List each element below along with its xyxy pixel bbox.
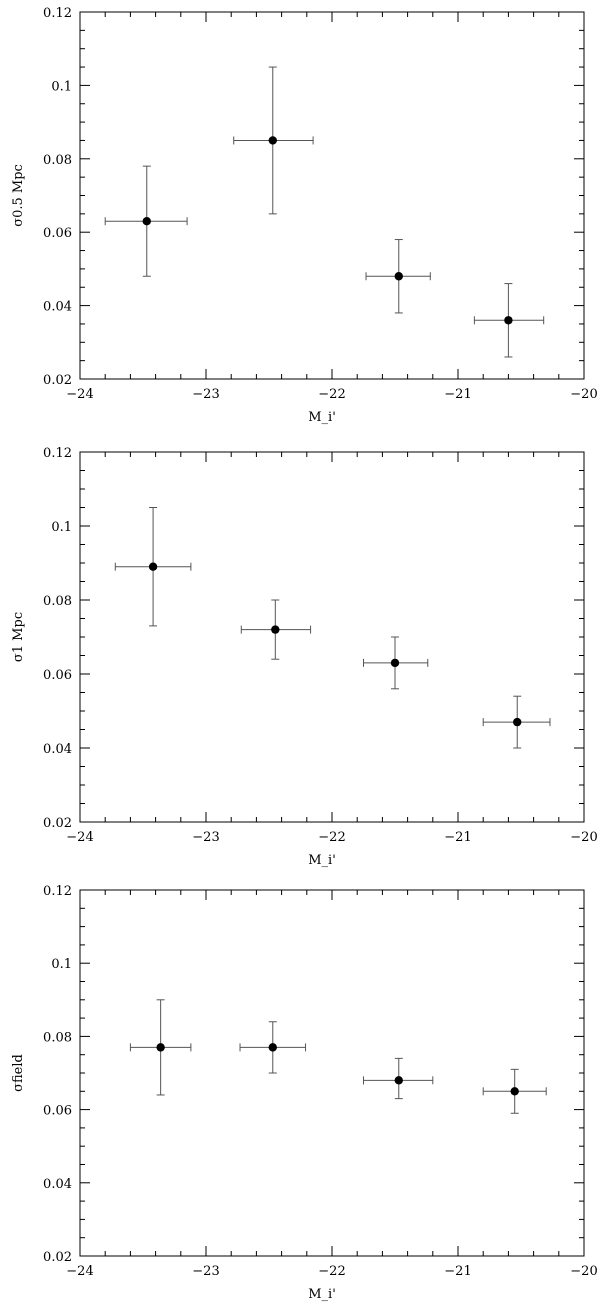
x-tick-label: −23 [192, 830, 219, 845]
data-point [268, 1043, 277, 1052]
data-point [268, 136, 277, 145]
x-tick-label: −23 [192, 387, 219, 402]
data-point-group [363, 1057, 434, 1100]
x-tick-label: −22 [318, 1264, 345, 1279]
y-tick-label: 0.02 [43, 373, 72, 388]
y-tick-label: 0.06 [43, 668, 72, 683]
y-tick-label: 0.1 [51, 79, 72, 94]
x-tick-label: −24 [66, 387, 93, 402]
x-tick-label: −24 [66, 830, 93, 845]
data-point [142, 216, 151, 226]
data-point [510, 1087, 519, 1096]
y-tick-label: 0.12 [43, 6, 72, 21]
data-point-group [129, 999, 192, 1096]
data-point [390, 658, 400, 668]
x-tick-label: −20 [570, 387, 597, 402]
data-point-group [482, 1068, 547, 1114]
data-point-group [239, 1021, 307, 1074]
data-point-group [233, 66, 314, 215]
chart-panel-2: −24 −23 −22 −21 −20 0.02 0.04 0.06 0.08 0.1 0.12 M_… [11, 446, 598, 868]
x-tick-label: −22 [318, 387, 345, 402]
x-tick-label: −22 [318, 830, 345, 845]
x-tick-label: −20 [570, 830, 597, 845]
data-point [156, 1043, 165, 1052]
y-axis-label: σ0.5 Mpc [11, 164, 26, 227]
y-tick-label: 0.1 [51, 520, 72, 535]
y-tick-label: 0.06 [43, 1104, 72, 1119]
x-tick-label: −21 [444, 387, 471, 402]
y-axis-label: σ1 Mpc [11, 612, 26, 662]
data-point [394, 272, 403, 281]
data-point-group [473, 283, 545, 358]
data-point-group [363, 636, 429, 690]
data-point [148, 562, 158, 571]
chart-panel-3: −24 −23 −22 −21 −20 0.02 0.04 0.06 0.08 0.1 0.12 M_… [11, 884, 598, 1302]
y-tick-label: 0.1 [51, 957, 72, 972]
y-tick-label: 0.12 [43, 446, 72, 461]
y-tick-label: 0.04 [43, 742, 72, 757]
y-tick-label: 0.12 [43, 884, 72, 899]
data-point-group [482, 695, 551, 749]
x-tick-label: −24 [66, 1264, 93, 1279]
x-tick-label: −20 [570, 1264, 597, 1279]
y-tick-label: 0.06 [43, 226, 72, 241]
y-tick-label: 0.08 [43, 153, 72, 168]
y-tick-label: 0.02 [43, 816, 72, 831]
y-tick-label: 0.04 [43, 300, 72, 315]
y-tick-label: 0.04 [43, 1177, 72, 1192]
data-point [394, 1076, 403, 1085]
data-point-group [365, 239, 431, 314]
chart-panel-1: −24 −23 −22 −21 −20 0.02 0.04 0.06 0.08 0.1 0.12 M_… [11, 6, 598, 425]
y-tick-label: 0.08 [43, 1030, 72, 1045]
data-point [513, 717, 522, 727]
y-tick-label: 0.08 [43, 594, 72, 609]
data-point-group [114, 507, 192, 627]
data-point [271, 625, 280, 634]
x-tick-label: −21 [444, 1264, 471, 1279]
x-axis-label: M_i' [308, 1287, 336, 1302]
data-point-group [104, 165, 188, 277]
x-axis-label: M_i' [308, 853, 336, 868]
x-tick-label: −23 [192, 1264, 219, 1279]
data-point [504, 316, 513, 325]
data-point-group [240, 599, 312, 660]
x-axis-label: M_i' [308, 410, 336, 425]
x-tick-label: −21 [444, 830, 471, 845]
y-axis-label: σfield [11, 1054, 26, 1092]
y-tick-label: 0.02 [43, 1250, 72, 1265]
plot-frame [79, 889, 585, 1257]
